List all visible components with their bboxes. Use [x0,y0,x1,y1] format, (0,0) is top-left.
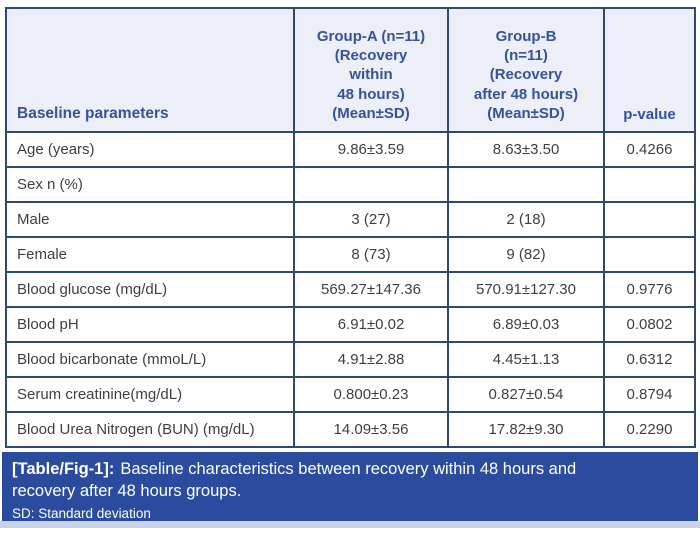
row-label: Age (years) [5,131,295,168]
caption-line: [Table/Fig-1]: Baseline characteristics b… [12,459,622,503]
caption-note: SD: Standard deviation [12,505,151,521]
row-label: Serum creatinine(mg/dL) [5,376,295,413]
p-value [603,201,696,238]
p-value: 0.0802 [603,306,696,343]
p-value: 0.2290 [603,411,696,448]
group-b-value: 9 (82) [447,236,605,273]
column-header-baseline-parameters: Baseline parameters [5,7,295,133]
p-value [603,236,696,273]
row-label: Blood Urea Nitrogen (BUN) (mg/dL) [5,411,295,448]
group-a-value: 14.09±3.56 [293,411,449,448]
table-row-blood-ph: Blood pH 6.91±0.02 6.89±0.03 0.0802 [5,306,696,343]
bottom-strip [0,521,700,528]
group-b-value: 2 (18) [447,201,605,238]
group-a-value [293,166,449,203]
table-row-age: Age (years) 9.86±3.59 8.63±3.50 0.4266 [5,131,696,168]
header-row: Baseline parameters Group-A (n=11) (Reco… [5,7,696,133]
table-row-male: Male 3 (27) 2 (18) [5,201,696,238]
group-b-value [447,166,605,203]
p-value: 0.9776 [603,271,696,308]
table-row-bun: Blood Urea Nitrogen (BUN) (mg/dL) 14.09±… [5,411,696,448]
row-label: Blood glucose (mg/dL) [5,271,295,308]
column-header-group-b: Group-B (n=11) (Recovery after 48 hours)… [447,7,605,133]
group-b-value: 8.63±3.50 [447,131,605,168]
group-b-value: 570.91±127.30 [447,271,605,308]
baseline-characteristics-table: Baseline parameters Group-A (n=11) (Reco… [5,7,696,448]
caption-text: Baseline characteristics between recover… [12,460,577,500]
p-value [603,166,696,203]
group-b-value: 6.89±0.03 [447,306,605,343]
table-row-sex: Sex n (%) [5,166,696,203]
group-b-value: 0.827±0.54 [447,376,605,413]
column-header-p-value: p-value [603,7,696,133]
group-a-value: 6.91±0.02 [293,306,449,343]
table-row-female: Female 8 (73) 9 (82) [5,236,696,273]
group-a-value: 8 (73) [293,236,449,273]
group-a-value: 569.27±147.36 [293,271,449,308]
group-b-value: 4.45±1.13 [447,341,605,378]
group-b-value: 17.82±9.30 [447,411,605,448]
row-label: Blood bicarbonate (mmoL/L) [5,341,295,378]
row-label: Blood pH [5,306,295,343]
row-label: Male [5,201,295,238]
caption-label: [Table/Fig-1]: [12,460,115,478]
group-a-value: 4.91±2.88 [293,341,449,378]
table-row-blood-glucose: Blood glucose (mg/dL) 569.27±147.36 570.… [5,271,696,308]
group-a-value: 3 (27) [293,201,449,238]
group-a-value: 0.800±0.23 [293,376,449,413]
table-row-serum-creatinine: Serum creatinine(mg/dL) 0.800±0.23 0.827… [5,376,696,413]
table-row-blood-bicarbonate: Blood bicarbonate (mmoL/L) 4.91±2.88 4.4… [5,341,696,378]
p-value: 0.8794 [603,376,696,413]
group-a-value: 9.86±3.59 [293,131,449,168]
row-label: Sex n (%) [5,166,295,203]
p-value: 0.6312 [603,341,696,378]
table-caption: [Table/Fig-1]: Baseline characteristics b… [2,452,698,521]
row-label: Female [5,236,295,273]
p-value: 0.4266 [603,131,696,168]
column-header-group-a: Group-A (n=11) (Recovery within 48 hours… [293,7,449,133]
